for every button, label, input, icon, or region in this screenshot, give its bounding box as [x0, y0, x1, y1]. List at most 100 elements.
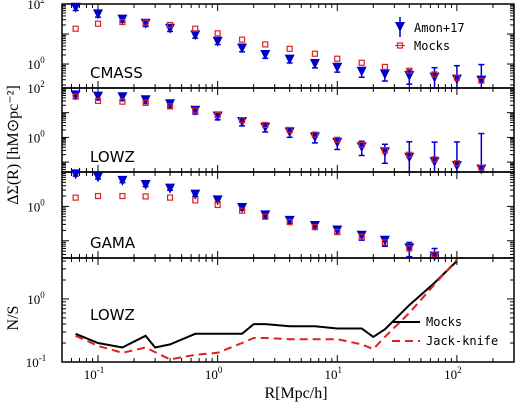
x-tick-label: 102: [444, 365, 462, 382]
panel-gama: 100 GAMA: [27, 169, 515, 262]
data-point-amon: [190, 30, 201, 41]
data-point-mocks: [262, 41, 269, 48]
series-line-mocks: [75, 260, 458, 349]
data-point-mocks: [214, 112, 221, 119]
data-point-amon: [165, 183, 176, 194]
data-point-mocks: [431, 71, 438, 78]
data-point-amon: [70, 169, 81, 180]
data-point-amon: [404, 243, 415, 254]
y-tick-label-exponent: 0: [40, 128, 45, 138]
x-tick-label: 101: [325, 365, 343, 382]
legend-label-amon: Amon+17: [414, 21, 465, 35]
data-point-amon: [260, 49, 271, 60]
data-point-amon: [93, 91, 104, 102]
panel-frame: [61, 257, 515, 363]
y-tick-label-exponent: 0: [40, 197, 45, 207]
panel-label: LOWZ: [90, 306, 135, 324]
data-point-mocks: [262, 213, 269, 220]
data-point-mocks: [406, 67, 413, 74]
y-tick-label-exponent: 2: [40, 0, 45, 5]
x-tick-label: 10-1: [84, 365, 105, 382]
panel-cmass: 102 100 CMASS Amon+17 Mocks: [27, 0, 515, 89]
y-tick-label: 100: [27, 290, 45, 307]
data-point-mocks: [142, 19, 149, 26]
data-point-amon: [309, 59, 320, 69]
series-line-jack-knife: [75, 259, 458, 361]
data-point-amon: [356, 66, 367, 77]
data-point-mocks: [119, 98, 126, 105]
x-tick-label-exponent: 1: [338, 365, 343, 375]
data-point-mocks: [431, 156, 438, 163]
y-tick-label: 100: [27, 128, 45, 145]
data-point-mocks: [311, 131, 319, 138]
data-point-amon: [309, 220, 320, 231]
data-point-amon: [332, 62, 343, 73]
y-tick-label: 102: [27, 79, 45, 96]
y-tick-label: 100: [27, 197, 45, 214]
data-point-amon: [260, 210, 271, 221]
data-point-mocks: [238, 117, 246, 124]
data-point-amon: [190, 105, 201, 116]
data-point-amon: [237, 43, 248, 54]
data-point-mocks: [94, 192, 102, 200]
legend-label-mocks: Mocks: [426, 315, 462, 329]
data-point-mocks: [478, 164, 485, 171]
data-point-amon: [379, 69, 390, 80]
panels-group: 102100CMASSAmon+17Mocks102100LOWZ100GAMA…: [26, 0, 515, 382]
data-point-mocks: [381, 63, 388, 71]
data-point-mocks: [94, 97, 102, 105]
data-point-mocks: [406, 245, 413, 252]
data-point-mocks: [381, 147, 388, 154]
data-point-mocks: [358, 59, 365, 66]
panel-lowz: 102 100 LOWZ: [27, 79, 515, 175]
data-point-amon: [165, 23, 176, 34]
data-point-amon: [379, 235, 390, 246]
data-point-amon: [284, 215, 295, 226]
y-tick-label-exponent: 0: [40, 55, 45, 65]
data-point-mocks: [192, 107, 199, 114]
data-point-mocks: [334, 136, 341, 143]
data-point-amon: [476, 75, 487, 86]
y-tick-label-exponent: -1: [39, 353, 47, 363]
data-point-mocks: [192, 25, 199, 32]
data-point-mocks: [214, 201, 221, 209]
data-point-mocks: [311, 50, 319, 57]
data-point-amon: [190, 189, 201, 200]
data-point-amon: [237, 117, 248, 128]
data-point-mocks: [431, 251, 438, 258]
data-point-mocks: [119, 192, 126, 200]
data-point-mocks: [286, 45, 293, 52]
data-point-amon: [70, 2, 81, 13]
y-axis-label-delta-sigma: ΔΣ(R) [hM⊙pc⁻²]: [5, 85, 22, 205]
data-point-mocks: [72, 93, 79, 100]
data-point-mocks: [453, 160, 461, 167]
data-point-amon: [356, 230, 367, 241]
data-point-amon: [429, 72, 440, 83]
data-point-mocks: [381, 239, 388, 246]
data-point-amon: [212, 36, 223, 47]
data-point-mocks: [142, 99, 149, 106]
data-point-amon: [93, 9, 104, 20]
data-point-mocks: [478, 77, 485, 84]
data-point-mocks: [238, 207, 246, 214]
data-point-mocks: [238, 36, 246, 43]
x-axis-label: R[Mpc/h]: [264, 385, 327, 402]
data-point-mocks: [94, 20, 102, 27]
x-tick-label-exponent: 2: [457, 365, 462, 375]
panel-label: CMASS: [90, 64, 143, 82]
data-point-mocks: [358, 233, 365, 240]
y-tick-label-exponent: 2: [40, 79, 45, 89]
data-point-mocks: [72, 194, 79, 201]
panel-label: LOWZ: [90, 148, 135, 166]
x-tick-label-exponent: 0: [218, 365, 223, 375]
data-point-mocks: [166, 103, 174, 110]
data-point-mocks: [334, 228, 341, 236]
data-point-mocks: [119, 18, 126, 26]
data-point-amon: [117, 175, 128, 186]
data-point-mocks: [406, 151, 413, 158]
data-point-amon: [140, 179, 151, 190]
data-point-mocks: [72, 25, 79, 32]
y-tick-label: 102: [27, 0, 45, 12]
data-point-mocks: [166, 21, 174, 29]
legend-label-mocks: Mocks: [414, 39, 450, 53]
